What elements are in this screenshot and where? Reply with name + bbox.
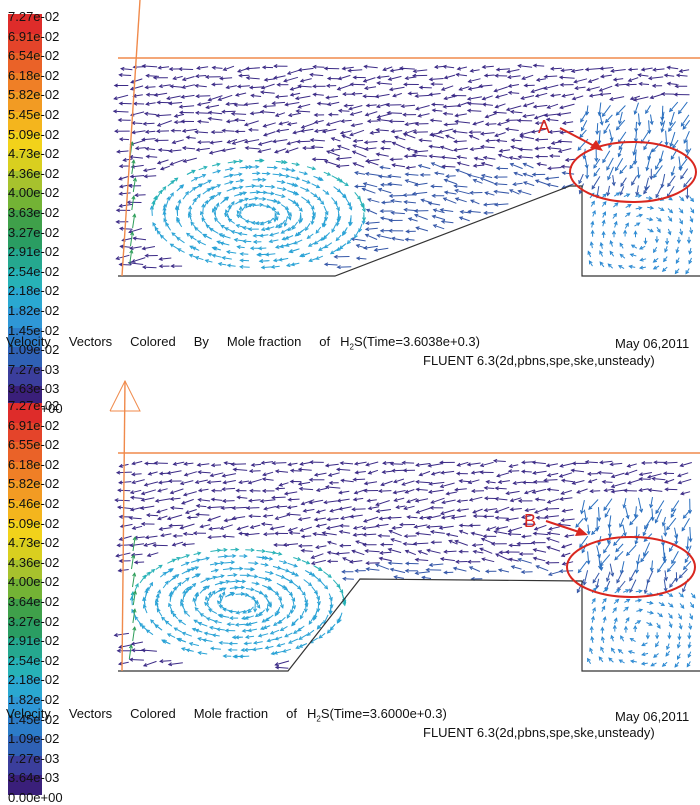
legend-tick-label: 5.45e-02 xyxy=(8,108,59,121)
legend-tick-label: 5.09e-02 xyxy=(8,128,59,141)
legend-tick-label: 4.36e-02 xyxy=(8,556,59,569)
legend-tick-label: 7.27e-02 xyxy=(8,10,59,23)
legend-tick-label: 5.82e-02 xyxy=(8,477,59,490)
legend-tick-label: 6.91e-02 xyxy=(8,419,59,432)
plot-date: May 06,2011 xyxy=(615,709,689,724)
legend-tick-label: 4.73e-02 xyxy=(8,536,59,549)
legend-tick-label: 1.82e-02 xyxy=(8,304,59,317)
legend-tick-label: 6.55e-02 xyxy=(8,438,59,451)
legend-tick-label: 6.18e-02 xyxy=(8,69,59,82)
legend-tick-label: 5.46e-02 xyxy=(8,497,59,510)
annotation-label: A xyxy=(538,117,550,137)
legend-tick-label: 5.09e-02 xyxy=(8,517,59,530)
contour-panel-bottom: B 7.27e-02 6.91e-02 6.55e-02 6.18e-02 5.82e-… xyxy=(0,371,700,742)
legend-tick-label: 7.27e-02 xyxy=(8,399,59,412)
vector-field-plot: A xyxy=(0,0,700,371)
legend-tick-label: 1.82e-02 xyxy=(8,693,59,706)
legend-tick-label: 3.27e-02 xyxy=(8,226,59,239)
legend-tick-label: 3.64e-02 xyxy=(8,595,59,608)
legend-tick-label: 3.64e-03 xyxy=(8,771,59,784)
velocity-vectors xyxy=(114,64,694,274)
legend-tick-label: 4.73e-02 xyxy=(8,147,59,160)
velocity-vectors xyxy=(115,459,695,669)
annotation-label: B xyxy=(524,511,536,531)
legend-tick-label: 0.00e+00 xyxy=(8,791,63,804)
annotation-ellipse xyxy=(567,537,695,597)
legend-tick-label: 6.18e-02 xyxy=(8,458,59,471)
solver-info: FLUENT 6.3(2d,pbns,spe,ske,unsteady) xyxy=(423,353,655,368)
legend-tick-label: 2.18e-02 xyxy=(8,284,59,297)
vector-field-plot: B xyxy=(0,371,700,742)
contour-panel-top: A 7.27e-02 6.91e-02 6.54e-02 6.18e-02 5.82e-… xyxy=(0,0,700,371)
legend-tick-label: 2.54e-02 xyxy=(8,654,59,667)
legend-tick-label: 6.91e-02 xyxy=(8,30,59,43)
legend-tick-label: 2.54e-02 xyxy=(8,265,59,278)
domain-geometry xyxy=(110,381,700,671)
legend-tick-label: 2.91e-02 xyxy=(8,245,59,258)
legend-tick-label: 5.82e-02 xyxy=(8,88,59,101)
legend-tick-label: 3.27e-02 xyxy=(8,615,59,628)
annotation-ellipse xyxy=(570,142,696,202)
legend-tick-label: 4.36e-02 xyxy=(8,167,59,180)
legend-tick-label: 7.27e-03 xyxy=(8,752,59,765)
solver-info: FLUENT 6.3(2d,pbns,spe,ske,unsteady) xyxy=(423,725,655,740)
legend-tick-label: 4.00e-02 xyxy=(8,186,59,199)
legend-tick-label: 6.54e-02 xyxy=(8,49,59,62)
legend-tick-label: 2.91e-02 xyxy=(8,634,59,647)
legend-tick-label: 1.09e-02 xyxy=(8,732,59,745)
legend-tick-label: 3.63e-02 xyxy=(8,206,59,219)
legend-tick-label: 2.18e-02 xyxy=(8,673,59,686)
legend-tick-label: 4.00e-02 xyxy=(8,575,59,588)
plot-date: May 06,2011 xyxy=(615,336,689,351)
